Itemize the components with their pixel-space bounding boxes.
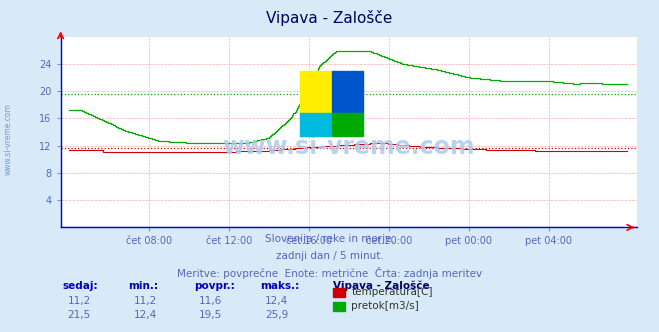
Text: temperatura[C]: temperatura[C] bbox=[351, 287, 433, 297]
Text: min.:: min.: bbox=[129, 281, 159, 290]
Text: Vipava - Zalošče: Vipava - Zalošče bbox=[333, 281, 430, 291]
Text: 25,9: 25,9 bbox=[265, 310, 289, 320]
Text: zadnji dan / 5 minut.: zadnji dan / 5 minut. bbox=[275, 251, 384, 261]
Text: 11,2: 11,2 bbox=[67, 296, 91, 306]
Text: Meritve: povprečne  Enote: metrične  Črta: zadnja meritev: Meritve: povprečne Enote: metrične Črta:… bbox=[177, 267, 482, 279]
Text: povpr.:: povpr.: bbox=[194, 281, 235, 290]
Text: www.si-vreme.com: www.si-vreme.com bbox=[223, 135, 475, 159]
Text: Vipava - Zalošče: Vipava - Zalošče bbox=[266, 10, 393, 26]
Bar bbox=[300, 71, 331, 113]
Text: Slovenija / reke in morje.: Slovenija / reke in morje. bbox=[264, 234, 395, 244]
Text: 12,4: 12,4 bbox=[265, 296, 289, 306]
Text: 21,5: 21,5 bbox=[67, 310, 91, 320]
Text: 11,6: 11,6 bbox=[199, 296, 223, 306]
Text: 12,4: 12,4 bbox=[133, 310, 157, 320]
Text: www.si-vreme.com: www.si-vreme.com bbox=[3, 104, 13, 175]
Text: 19,5: 19,5 bbox=[199, 310, 223, 320]
Text: maks.:: maks.: bbox=[260, 281, 300, 290]
Bar bbox=[331, 71, 363, 113]
Bar bbox=[331, 113, 363, 136]
Bar bbox=[300, 113, 331, 136]
Text: pretok[m3/s]: pretok[m3/s] bbox=[351, 301, 419, 311]
Text: 11,2: 11,2 bbox=[133, 296, 157, 306]
Text: sedaj:: sedaj: bbox=[63, 281, 98, 290]
